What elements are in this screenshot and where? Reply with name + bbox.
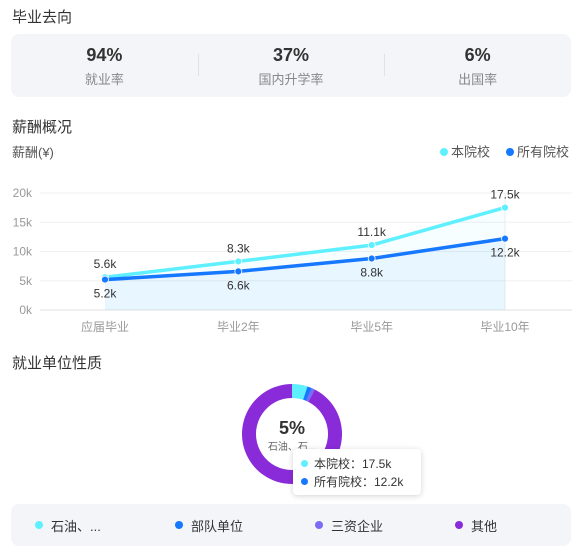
data-label: 6.6k — [227, 278, 251, 292]
y-axis-title: 薪酬(¥) — [12, 145, 54, 160]
data-label: 5.6k — [94, 257, 118, 271]
y-tick-label: 5k — [19, 274, 33, 288]
legend-dot-icon — [440, 148, 448, 156]
legend-label: 部队单位 — [191, 518, 244, 534]
tooltip-row-all-schools: 所有院校：12.2k — [301, 472, 413, 490]
further-study-rate-value: 37% — [272, 44, 310, 65]
data-point — [367, 241, 376, 249]
employment-rate-stat: 94% 就业率 — [11, 44, 198, 88]
legend-label: 石油、... — [51, 518, 101, 534]
x-tick-label: 毕业5年 — [350, 320, 393, 334]
legend-dot-icon — [506, 148, 514, 156]
data-label: 12.2k — [490, 246, 520, 260]
data-point — [367, 254, 376, 263]
data-label: 8.8k — [360, 266, 384, 280]
legend-label: 三资企业 — [331, 518, 384, 534]
legend-item-petroleum[interactable]: 石油、... — [11, 516, 151, 535]
employer-donut-chart[interactable] — [236, 378, 348, 490]
data-point — [234, 257, 243, 266]
further-study-rate-label: 国内升学率 — [258, 71, 324, 87]
abroad-rate-label: 出国率 — [458, 71, 498, 87]
y-tick-label: 20k — [13, 186, 33, 200]
legend-label: 其他 — [471, 518, 498, 534]
employer-title: 就业单位性质 — [12, 355, 103, 372]
x-tick-label: 毕业10年 — [480, 320, 529, 334]
salary-line-chart: 薪酬(¥) 0k 5k 10k 15k 20k 应届毕业 毕业2年 毕业5年 毕业10年 5.6k 8… — [12, 145, 572, 334]
y-tick-label: 15k — [13, 215, 33, 229]
legend-item-foreign-funded[interactable]: 三资企业 — [291, 516, 431, 535]
data-label: 17.5k — [490, 188, 520, 202]
destination-stats-card: 94% 就业率 37% 国内升学率 6% 出国率 — [11, 34, 571, 97]
destination-title: 毕业去向 — [12, 9, 73, 26]
data-point — [234, 267, 243, 276]
employment-rate-label: 就业率 — [84, 71, 124, 87]
series-line-0 — [103, 205, 507, 279]
x-tick-label: 应届毕业 — [81, 319, 129, 334]
data-label: 5.2k — [94, 287, 118, 301]
tooltip-row-this-school: 本院校：17.5k — [301, 454, 413, 472]
chart-tooltip: 本院校：17.5k 所有院校：12.2k — [293, 449, 421, 495]
data-point — [101, 275, 109, 284]
employment-rate-value: 94% — [86, 44, 123, 65]
abroad-rate-value: 6% — [464, 44, 491, 65]
legend-label-0: 本院校 — [451, 145, 490, 160]
tooltip-dot-icon — [301, 459, 308, 467]
series-line-1 — [103, 236, 507, 282]
legend-label-1: 所有院校 — [517, 145, 569, 160]
legend-item-other[interactable]: 其他 — [431, 516, 571, 535]
donut-legend: 石油、... 部队单位 三资企业 其他 — [11, 504, 571, 546]
data-label: 8.3k — [227, 241, 251, 255]
donut-center-value: 5% — [278, 418, 305, 438]
y-tick-label: 10k — [13, 245, 33, 259]
tooltip-dot-icon — [301, 477, 308, 485]
data-label: 11.1k — [357, 225, 386, 239]
y-tick-label: 0k — [19, 303, 33, 317]
data-point — [501, 203, 509, 212]
donut-segment[interactable] — [292, 384, 308, 400]
tooltip-all-schools-text: 所有院校：12.2k — [314, 474, 404, 489]
donut-center-label: 5% 石油、石... — [256, 418, 328, 453]
tooltip-this-school-text: 本院校：17.5k — [314, 456, 392, 471]
further-study-rate-stat: 37% 国内升学率 — [197, 44, 385, 88]
series-area-0 — [105, 207, 505, 310]
x-tick-label: 毕业2年 — [217, 320, 260, 334]
salary-title: 薪酬概况 — [12, 119, 73, 136]
data-point — [501, 234, 509, 243]
legend-dot-icon — [35, 521, 43, 529]
series-area-1 — [105, 238, 505, 310]
abroad-rate-stat: 6% 出国率 — [384, 44, 571, 88]
donut-segment[interactable] — [306, 388, 315, 402]
donut-segment[interactable] — [303, 386, 312, 401]
donut-center-sub: 石油、石... — [267, 442, 317, 453]
legend-dot-icon — [315, 521, 323, 529]
legend-item-military[interactable]: 部队单位 — [151, 516, 291, 535]
legend-dot-icon — [455, 521, 463, 529]
legend-dot-icon — [175, 521, 183, 529]
